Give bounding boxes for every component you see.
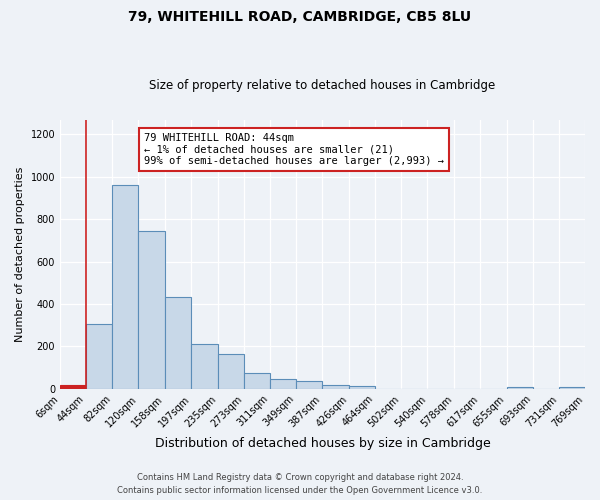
Bar	[218, 354, 244, 389]
Bar	[506, 387, 533, 389]
X-axis label: Distribution of detached houses by size in Cambridge: Distribution of detached houses by size …	[155, 437, 490, 450]
Bar	[296, 382, 322, 389]
Bar	[559, 387, 585, 389]
Bar	[244, 373, 270, 389]
Y-axis label: Number of detached properties: Number of detached properties	[15, 166, 25, 342]
Bar	[60, 384, 86, 389]
Bar	[139, 231, 164, 389]
Bar	[349, 386, 375, 389]
Bar	[191, 344, 218, 389]
Bar	[270, 378, 296, 389]
Bar	[86, 324, 112, 389]
Bar	[322, 385, 349, 389]
Text: 79 WHITEHILL ROAD: 44sqm
← 1% of detached houses are smaller (21)
99% of semi-de: 79 WHITEHILL ROAD: 44sqm ← 1% of detache…	[144, 133, 444, 166]
Bar	[112, 186, 139, 389]
Title: Size of property relative to detached houses in Cambridge: Size of property relative to detached ho…	[149, 79, 496, 92]
Bar	[164, 296, 191, 389]
Text: 79, WHITEHILL ROAD, CAMBRIDGE, CB5 8LU: 79, WHITEHILL ROAD, CAMBRIDGE, CB5 8LU	[128, 10, 472, 24]
Text: Contains HM Land Registry data © Crown copyright and database right 2024.
Contai: Contains HM Land Registry data © Crown c…	[118, 474, 482, 495]
